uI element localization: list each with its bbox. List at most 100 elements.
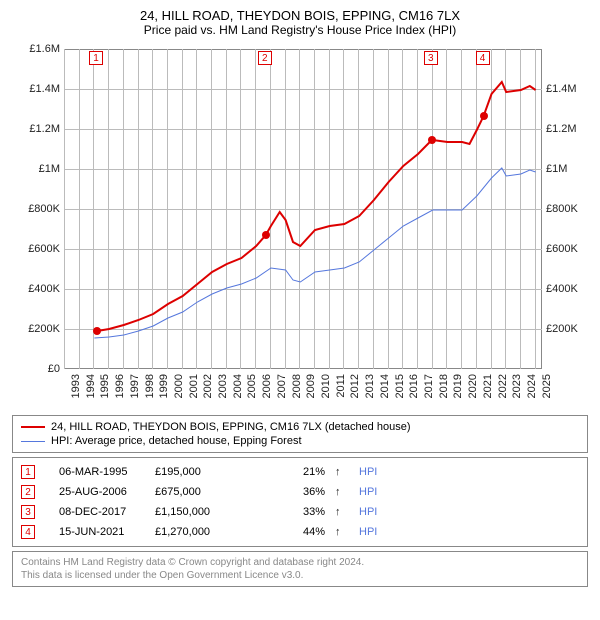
tx-price: £1,150,000: [155, 506, 245, 518]
arrow-up-icon: ↑: [335, 486, 349, 498]
y-axis-left-label: £600K: [12, 243, 60, 255]
legend-label: HPI: Average price, detached house, Eppi…: [51, 435, 302, 447]
x-axis-label: 1994: [85, 374, 97, 404]
attribution-line1: Contains HM Land Registry data © Crown c…: [21, 556, 579, 569]
x-axis-label: 1998: [144, 374, 156, 404]
arrow-up-icon: ↑: [335, 526, 349, 538]
y-axis-right-label: £200K: [546, 323, 578, 335]
tx-index: 3: [21, 505, 35, 519]
x-axis-label: 1993: [70, 374, 82, 404]
x-axis-label: 2002: [202, 374, 214, 404]
legend-swatch: [21, 426, 45, 428]
tx-date: 08-DEC-2017: [45, 506, 145, 518]
tx-pct: 36%: [255, 486, 325, 498]
tx-index: 2: [21, 485, 35, 499]
legend-row: HPI: Average price, detached house, Eppi…: [21, 434, 579, 448]
tx-pct: 44%: [255, 526, 325, 538]
x-axis-label: 2011: [335, 374, 347, 404]
x-axis-label: 2010: [320, 374, 332, 404]
tx-pct: 33%: [255, 506, 325, 518]
y-axis-left-label: £1.2M: [12, 123, 60, 135]
transaction-row: 1 06-MAR-1995 £195,000 21% ↑ HPI: [21, 462, 579, 482]
x-axis-label: 2015: [394, 374, 406, 404]
arrow-up-icon: ↑: [335, 466, 349, 478]
x-axis-label: 1997: [129, 374, 141, 404]
attribution: Contains HM Land Registry data © Crown c…: [12, 551, 588, 587]
x-axis-label: 2022: [497, 374, 509, 404]
x-axis-label: 2005: [246, 374, 258, 404]
x-axis-label: 2008: [291, 374, 303, 404]
x-axis-label: 2021: [482, 374, 494, 404]
series-line: [94, 168, 535, 338]
chart-titles: 24, HILL ROAD, THEYDON BOIS, EPPING, CM1…: [12, 8, 588, 37]
x-axis-label: 2007: [276, 374, 288, 404]
tx-hpi-label: HPI: [359, 506, 377, 518]
y-axis-right-label: £1M: [546, 163, 567, 175]
x-axis-label: 2012: [349, 374, 361, 404]
tx-date: 15-JUN-2021: [45, 526, 145, 538]
x-axis-label: 2014: [379, 374, 391, 404]
x-axis-label: 2013: [364, 374, 376, 404]
marker-label: 1: [89, 51, 103, 65]
x-axis-label: 2025: [541, 374, 553, 404]
x-axis-label: 2009: [305, 374, 317, 404]
marker-dot: [262, 231, 270, 239]
x-axis-label: 2019: [452, 374, 464, 404]
y-axis-right-label: £1.2M: [546, 123, 577, 135]
tx-hpi-label: HPI: [359, 526, 377, 538]
y-axis-left-label: £1.6M: [12, 43, 60, 55]
y-axis-left-label: £200K: [12, 323, 60, 335]
y-axis-left-label: £1.4M: [12, 83, 60, 95]
tx-price: £675,000: [155, 486, 245, 498]
y-axis-right-label: £1.4M: [546, 83, 577, 95]
x-axis-label: 1999: [158, 374, 170, 404]
tx-date: 25-AUG-2006: [45, 486, 145, 498]
x-axis-label: 2004: [232, 374, 244, 404]
attribution-line2: This data is licensed under the Open Gov…: [21, 569, 579, 582]
chart-lines: [65, 50, 543, 370]
tx-index: 1: [21, 465, 35, 479]
x-axis-label: 2024: [526, 374, 538, 404]
x-axis-label: 2000: [173, 374, 185, 404]
tx-price: £195,000: [155, 466, 245, 478]
chart-container: £0 £200K £400K £600K £800K £1M £1.2M £1.4M £1.6M…: [12, 41, 588, 411]
tx-pct: 21%: [255, 466, 325, 478]
legend-row: 24, HILL ROAD, THEYDON BOIS, EPPING, CM1…: [21, 420, 579, 434]
marker-dot: [480, 112, 488, 120]
legend: 24, HILL ROAD, THEYDON BOIS, EPPING, CM1…: [12, 415, 588, 453]
marker-label: 3: [424, 51, 438, 65]
tx-price: £1,270,000: [155, 526, 245, 538]
y-axis-right-label: £800K: [546, 203, 578, 215]
x-axis-label: 2023: [511, 374, 523, 404]
x-axis-label: 2016: [408, 374, 420, 404]
y-axis-left-label: £1M: [12, 163, 60, 175]
plot-area: [64, 49, 542, 369]
marker-dot: [93, 327, 101, 335]
x-axis-label: 2003: [217, 374, 229, 404]
tx-hpi-label: HPI: [359, 466, 377, 478]
legend-swatch: [21, 441, 45, 442]
marker-label: 2: [258, 51, 272, 65]
x-axis-label: 1996: [114, 374, 126, 404]
y-axis-left-label: £400K: [12, 283, 60, 295]
legend-label: 24, HILL ROAD, THEYDON BOIS, EPPING, CM1…: [51, 421, 410, 433]
tx-index: 4: [21, 525, 35, 539]
transaction-row: 2 25-AUG-2006 £675,000 36% ↑ HPI: [21, 482, 579, 502]
transaction-table: 1 06-MAR-1995 £195,000 21% ↑ HPI 2 25-AUG-2006 £…: [12, 457, 588, 547]
x-axis-label: 1995: [99, 374, 111, 404]
tx-hpi-label: HPI: [359, 486, 377, 498]
series-line: [97, 82, 535, 331]
y-axis-left-label: £0: [12, 363, 60, 375]
y-axis-right-label: £600K: [546, 243, 578, 255]
x-axis-label: 2001: [188, 374, 200, 404]
marker-label: 4: [476, 51, 490, 65]
arrow-up-icon: ↑: [335, 506, 349, 518]
transaction-row: 4 15-JUN-2021 £1,270,000 44% ↑ HPI: [21, 522, 579, 542]
x-axis-label: 2018: [438, 374, 450, 404]
y-axis-left-label: £800K: [12, 203, 60, 215]
y-axis-right-label: £400K: [546, 283, 578, 295]
x-axis-label: 2017: [423, 374, 435, 404]
marker-dot: [428, 136, 436, 144]
title-line1: 24, HILL ROAD, THEYDON BOIS, EPPING, CM1…: [12, 8, 588, 23]
tx-date: 06-MAR-1995: [45, 466, 145, 478]
